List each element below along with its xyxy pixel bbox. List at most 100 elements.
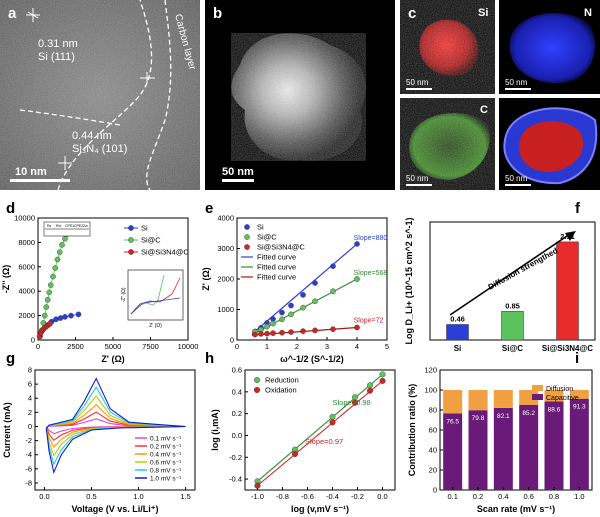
chart-h-fit-0	[257, 373, 383, 482]
chart-e-point-2-1	[258, 331, 264, 337]
chart-f: Log D_Li+ (10^-15 cm^2 s^-1) 0.46 Si 0.85 Si…	[404, 217, 596, 353]
chart-e-ytick-label-2: 2000	[217, 275, 234, 284]
chart-i-bar-diffusion-5	[569, 390, 589, 399]
chart-e-point-2-0	[252, 331, 258, 338]
chart-g-line-5	[45, 377, 186, 475]
panel-c: c Si N C 50 nm 50 nm 50 nm 50 nm	[400, 0, 600, 190]
scale-text-b: 50 nm	[222, 166, 254, 178]
chart-e-point-1-6	[300, 304, 306, 311]
chart-i-ytick-label-4: 80	[429, 406, 437, 415]
map-overlay-edge	[503, 107, 598, 185]
interface-boundary-1	[57, 0, 153, 191]
chart-i-value-4: 88.6	[548, 406, 561, 413]
chart-i-xtick-label-2: 0.4	[498, 492, 508, 501]
chart-e-point-0-4	[279, 309, 285, 316]
chart-g-xtick-label-0: 0.0	[39, 492, 49, 501]
chart-f-category-1: Si@C	[502, 344, 523, 353]
chart-h-ytick-label-3: 0.2	[232, 409, 242, 418]
panel-label-d: d	[6, 200, 15, 217]
map-c-texture	[400, 98, 495, 190]
chart-e-point-2-2	[264, 330, 270, 337]
chart-i-bar-capacitive-1	[468, 410, 488, 490]
chart-d-point-1-6	[46, 289, 53, 296]
scale-text-c2: 50 nm	[505, 78, 528, 87]
chart-d-point-1-7	[47, 282, 54, 288]
chart-d-xtick-label-4: 10000	[178, 342, 199, 351]
chart-i-legend-label-1: Capacitive	[546, 395, 579, 402]
chart-d-point-1-9	[52, 265, 59, 271]
chart-h-slope-1: Slope=0.97	[305, 437, 343, 446]
circuit-label-1: Rct	[56, 224, 61, 228]
chart-f-bar-2	[556, 241, 579, 341]
chart-f-bar-1	[501, 311, 524, 341]
chart-e-point-1-8	[330, 288, 336, 295]
chart-e-legend-label-0: Si	[257, 223, 264, 232]
chart-e-point-1-7	[312, 298, 318, 305]
chart-e-xtick-label-1: 1	[265, 342, 269, 351]
chart-i-bar-capacitive-4	[544, 401, 564, 490]
chart-h-xtick-label-5: 0.0	[377, 492, 387, 501]
circuit-label-3: CPE2	[74, 224, 83, 228]
chart-e-legend-label-5: Fitted curve	[257, 273, 296, 282]
chart-i-value-1: 79.8	[472, 415, 485, 422]
chart-d-point-0-6	[68, 312, 74, 319]
chart-i-bar-capacitive-2	[493, 407, 513, 490]
chart-g-legend-label-0: 0.1 mV s⁻¹	[150, 436, 182, 443]
chart-f-value-1: 0.85	[505, 301, 520, 310]
chart-f-arrow-head	[565, 231, 576, 241]
chart-h-legend-label-1: Oxidation	[265, 386, 297, 395]
chart-d-point-0-7	[75, 311, 82, 318]
chart-i-bar-capacitive-3	[519, 404, 539, 490]
chart-i-bar-diffusion-1	[468, 390, 488, 411]
chart-i-xtick-label-4: 0.8	[549, 492, 559, 501]
chart-i-value-3: 85.2	[522, 410, 535, 417]
map-label-n: N	[584, 7, 592, 19]
chart-i-xlabel: Scan rate (mV s⁻¹)	[477, 504, 555, 514]
chart-d-point-1-13	[62, 235, 68, 242]
scale-text-c3: 50 nm	[406, 174, 429, 183]
chart-d-ytick-label-0: 0	[31, 336, 35, 345]
scale-bar-c4	[505, 184, 531, 186]
chart-e-legend-label-1: Si@C	[257, 233, 277, 242]
chart-d-inset-frame	[127, 269, 184, 321]
chart-i-bar-diffusion-2	[493, 390, 513, 408]
chart-i-ylabel: Contribution ratio (%)	[407, 384, 417, 476]
panel-label-b: b	[213, 5, 222, 22]
panel-label-g: g	[6, 350, 15, 367]
chart-h-xtick-label-3: -0.4	[326, 492, 339, 501]
chart-i-bar-diffusion-3	[519, 390, 539, 405]
chart-d-legend-label-0: Si	[141, 224, 148, 233]
chart-g-xtick-label-1: 0.5	[86, 492, 96, 501]
chart-e-point-0-7	[312, 280, 318, 286]
lattice-marker-2	[140, 72, 155, 84]
chart-i-ytick-label-3: 60	[429, 426, 437, 435]
map-si-texture	[400, 0, 495, 94]
panel-label-e: e	[205, 200, 213, 217]
chart-e-xtick-label-5: 5	[385, 342, 389, 351]
chart-h-xtick-label-4: -0.2	[351, 492, 364, 501]
chart-e-point-2-3	[270, 330, 276, 336]
chart-h-point-1-5	[379, 377, 386, 384]
chart-d-legend-label-2: Si@Si3N4@C	[141, 248, 189, 257]
si3n4-spacing: 0.44 nm	[72, 130, 112, 142]
chart-h-xtick-label-2: -0.6	[301, 492, 314, 501]
chart-g-ytick-label-5: 2	[28, 408, 32, 417]
chart-g-ytick-label-0: -8	[25, 478, 32, 487]
chart-d-point-1-10	[54, 256, 61, 263]
panel-a: a 0.31 nm Si (111) 0.44 nm Si₃N₄ (101) C…	[0, 0, 200, 191]
chart-i-value-5: 91.3	[573, 404, 586, 411]
chart-i-ytick-label-0: 0	[433, 486, 437, 495]
chart-i-value-0: 76.5	[446, 419, 459, 426]
chart-i-bar-capacitive-5	[569, 398, 589, 490]
chart-g-ylabel: Current (mA)	[2, 402, 12, 458]
chart-f-arrow-shaft	[449, 233, 571, 316]
map-label-si: Si	[478, 7, 488, 19]
chart-i-bar-diffusion-4	[544, 390, 564, 402]
chart-i-ytick-label-6: 120	[424, 366, 437, 375]
chart-d-point-1-12	[59, 242, 65, 248]
chart-e-ylabel: Z' (Ω)	[201, 267, 211, 290]
chart-e-fit-0	[251, 243, 358, 335]
chart-e-legend-label-3: Fitted curve	[257, 253, 296, 262]
chart-d-xlabel: Z' (Ω)	[101, 354, 124, 364]
scale-text-c1: 50 nm	[406, 78, 429, 87]
